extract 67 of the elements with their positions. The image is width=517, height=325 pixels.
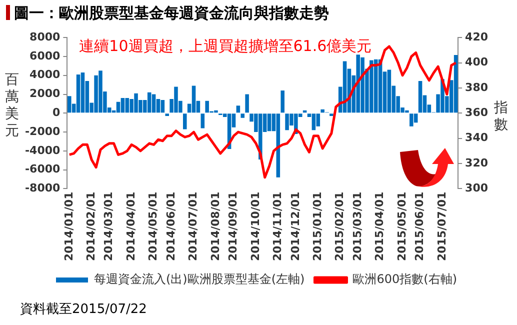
y2-tick-label: 400 [465, 56, 488, 69]
legend-label: 歐洲600指數(右軸) [352, 272, 458, 286]
bar [454, 54, 458, 113]
y-tick-label: 0 [52, 106, 61, 120]
bar [240, 114, 245, 118]
y-tick-label: 4000 [30, 68, 61, 82]
bar [236, 106, 240, 113]
x-tick-label: 2014/03/01 [102, 192, 116, 261]
x-tick-label: 2015/04/01 [373, 192, 386, 261]
bar [267, 114, 272, 132]
bar [160, 100, 165, 113]
y2-tick-label: 420 [465, 30, 488, 44]
x-tick-label: 2014/11/01 [271, 192, 284, 261]
x-tick-label: 2014/10/01 [248, 192, 262, 261]
y2-tick-label: 360 [465, 106, 488, 120]
x-tick-label: 2015/07/01 [435, 192, 448, 261]
x-tick-label: 2014/05/01 [146, 192, 160, 261]
bar [152, 94, 156, 113]
bar [116, 102, 120, 113]
bar [192, 86, 196, 113]
x-tick-label: 2015/02/01 [333, 192, 346, 261]
x-tick-label: 2015/01/01 [310, 192, 324, 261]
text: 資料截至2015/07/22 [20, 301, 147, 318]
x-tick-label: 2014/04/01 [124, 192, 138, 261]
y2-tick-label: 320 [465, 156, 488, 170]
bar [280, 90, 284, 113]
x-tick-label: 2014/06/01 [164, 192, 178, 261]
chart-title: 圖一：歐洲股票型基金每週資金流向與指數走勢 [6, 4, 329, 23]
bar [387, 70, 392, 113]
bar [245, 94, 249, 113]
bar [414, 114, 418, 123]
x-tick-label: 2015/05/01 [395, 192, 408, 261]
y2-tick-label: 340 [465, 131, 488, 144]
y2-tick-label: 300 [465, 182, 488, 195]
bar [200, 114, 205, 128]
bar [80, 72, 85, 113]
y-axis-title: 百萬美元 [4, 72, 20, 140]
x-tick-label: 2014/02/01 [84, 192, 98, 261]
y-tick-label: -6000 [24, 162, 61, 176]
y-tick-label: -2000 [24, 124, 61, 138]
bar [316, 114, 320, 126]
y2-tick-label: 380 [465, 80, 488, 94]
legend-label: 每週資金流入(出)歐洲股票型基金(左軸) [94, 272, 305, 286]
bar [312, 114, 316, 130]
bar [374, 59, 378, 113]
y-tick-label: -4000 [24, 144, 61, 157]
annotation: 連續10週買超，上週買超擴增至61.6億美元 [79, 36, 372, 55]
bar [125, 98, 130, 113]
x-tick-label: 2015/03/01 [350, 192, 364, 261]
bar [76, 74, 80, 113]
bar [120, 98, 125, 113]
y-tick-label: 6000 [30, 49, 61, 62]
x-tick-label: 2014/07/01 [186, 192, 200, 261]
x-tick-label: 2014/08/01 [208, 192, 222, 261]
bar [147, 92, 152, 113]
x-tick-label: 2014/09/01 [226, 192, 240, 261]
y-tick-label: 2000 [30, 87, 61, 100]
bar [410, 114, 414, 126]
y-tick-label: -8000 [24, 182, 61, 195]
x-tick-label: 2015/06/01 [413, 192, 426, 261]
x-tick-label: 2014/12/01 [288, 192, 302, 261]
bar [182, 114, 187, 130]
y-tick-label: 8000 [30, 30, 61, 44]
bar [68, 96, 72, 113]
y2-axis-title: 指數 [493, 100, 509, 134]
x-tick-label: 2014/01/01 [62, 192, 76, 261]
bar [418, 81, 422, 113]
